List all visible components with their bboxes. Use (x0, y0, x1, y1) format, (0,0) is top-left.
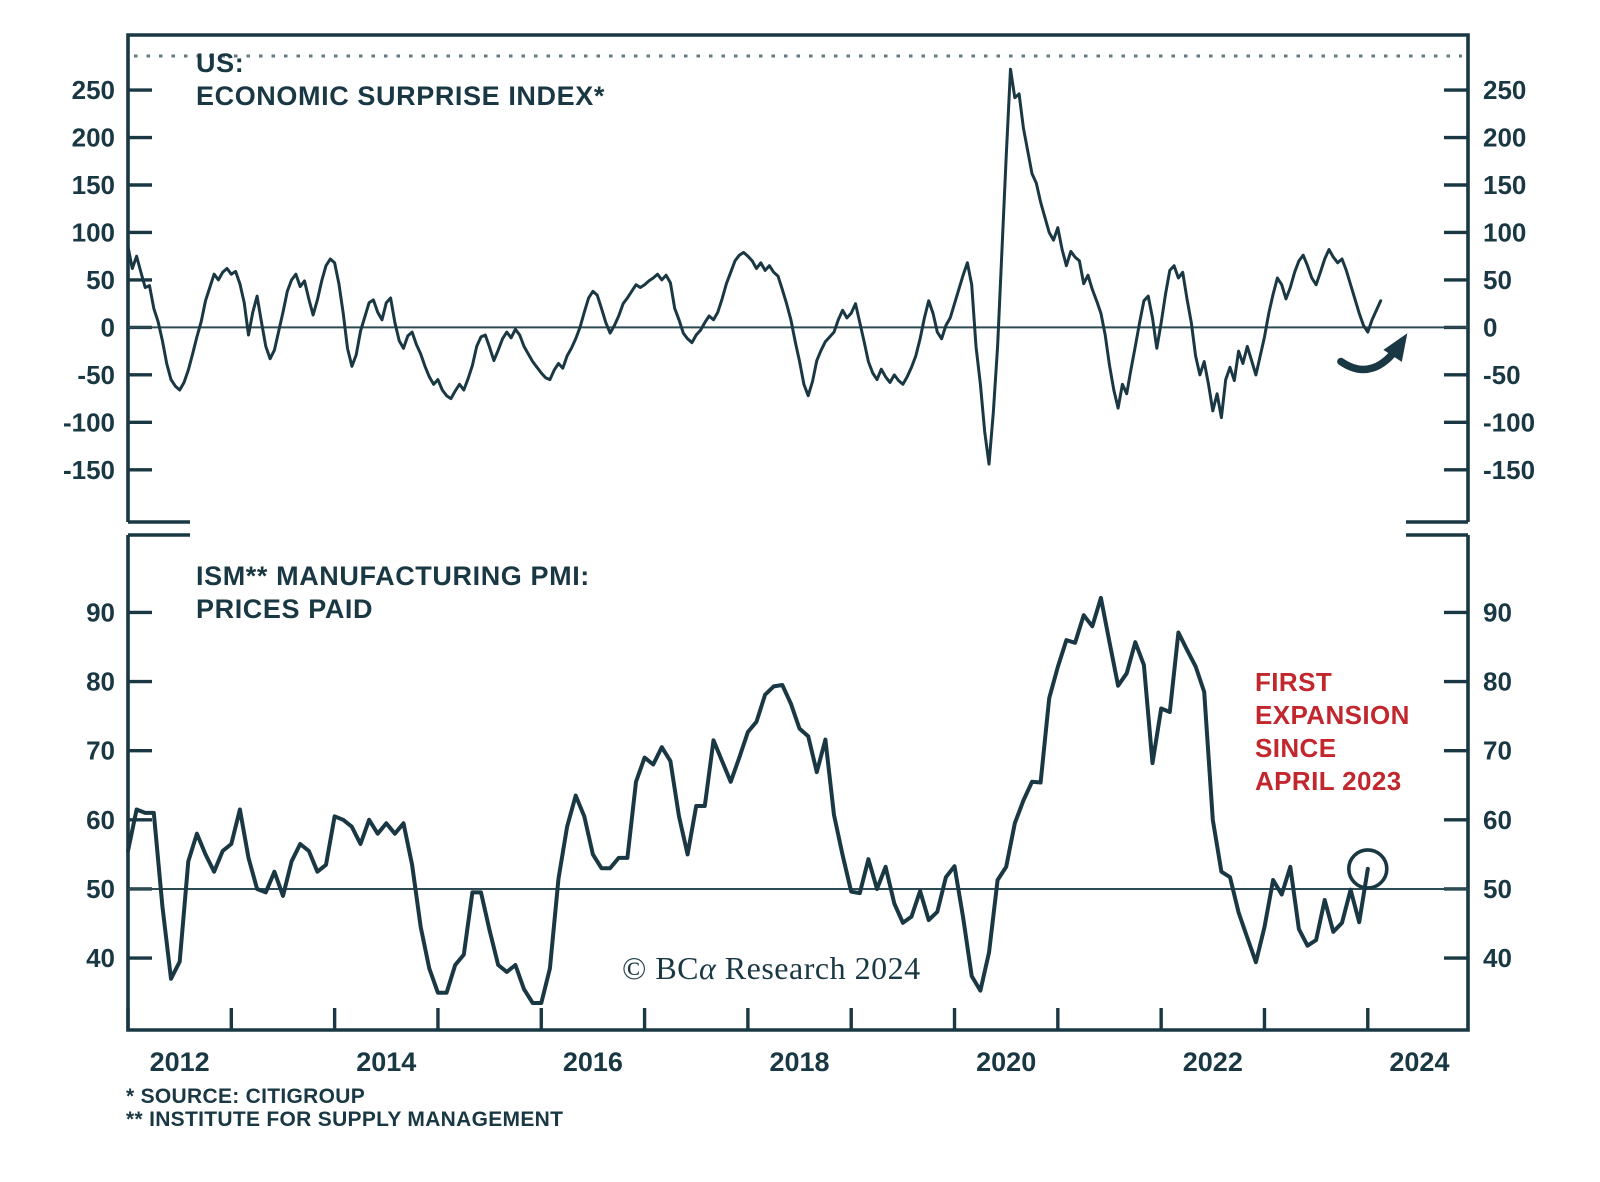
y-tick-label-left: -50 (77, 360, 115, 390)
bottom-panel-y-axis: 90 90 80 80 70 70 60 60 50 50 40 40 (86, 597, 1512, 973)
y-tick-label-left: 80 (86, 667, 115, 697)
y-tick-label-right: 70 (1483, 736, 1512, 766)
y-tick-label-right: 60 (1483, 805, 1512, 835)
x-axis: 2012 2014 2016 2018 2020 2022 2024 (126, 1008, 1449, 1077)
x-axis-year-label: 2016 (563, 1047, 623, 1077)
y-tick-label-right: 50 (1483, 874, 1512, 904)
x-axis-year-label: 2014 (356, 1047, 416, 1077)
watermark-suffix: Research 2024 (716, 950, 921, 986)
x-axis-year-label: 2012 (150, 1047, 210, 1077)
y-tick-label-left: 60 (86, 805, 115, 835)
x-axis-year-label: 2022 (1183, 1047, 1243, 1077)
top-panel-title-line2: ECONOMIC SURPRISE INDEX* (196, 81, 605, 111)
annotation-line-4: APRIL 2023 (1255, 766, 1402, 796)
y-tick-label-left: 70 (86, 736, 115, 766)
annotation-line-2: EXPANSION (1255, 700, 1410, 730)
y-tick-label-right: 40 (1483, 943, 1512, 973)
top-panel-y-axis: 250 250 200 200 150 150 100 100 50 50 0 0 -50 -50 -100… (63, 75, 1535, 485)
footnote-ism: ** INSTITUTE FOR SUPPLY MANAGEMENT (126, 1108, 564, 1131)
y-tick-label-right: 80 (1483, 667, 1512, 697)
y-tick-label-left: -150 (63, 455, 115, 485)
y-tick-label-right: 100 (1483, 217, 1526, 247)
bca-research-watermark: © BCα Research 2024 (622, 950, 921, 987)
bottom-panel-frame (126, 533, 1470, 1032)
y-tick-label-left: 0 (101, 312, 115, 342)
trend-arrow-head (1383, 333, 1408, 362)
top-panel-title-line1: US: (196, 48, 245, 78)
last-point-highlight-circle (1346, 848, 1389, 890)
x-axis-year-label: 2020 (976, 1047, 1036, 1077)
x-axis-year-label: 2018 (770, 1047, 830, 1077)
y-tick-label-right: 90 (1483, 597, 1512, 627)
prices-paid-line (126, 595, 1370, 1005)
y-tick-label-left: 50 (86, 265, 115, 295)
footnote-source-citigroup: * SOURCE: CITIGROUP (126, 1085, 366, 1108)
watermark-alpha-glyph: α (699, 950, 717, 986)
y-tick-label-right: 0 (1483, 312, 1497, 342)
y-tick-label-right: -50 (1483, 360, 1521, 390)
annotation-first-expansion: FIRST EXPANSION SINCE APRIL 2023 (1255, 666, 1410, 798)
y-tick-label-left: 50 (86, 874, 115, 904)
y-tick-label-left: 40 (86, 943, 115, 973)
annotation-line-1: FIRST (1255, 667, 1333, 697)
y-tick-label-left: 90 (86, 597, 115, 627)
y-tick-label-right: 50 (1483, 265, 1512, 295)
annotation-line-3: SINCE (1255, 733, 1337, 763)
y-tick-label-right: -100 (1483, 407, 1535, 437)
y-tick-label-left: 150 (72, 170, 115, 200)
y-tick-label-right: 200 (1483, 123, 1526, 153)
surprise-index-line (126, 67, 1383, 466)
bottom-panel-title-line2: PRICES PAID (196, 594, 374, 624)
bottom-panel-title-line1: ISM** MANUFACTURING PMI: (196, 561, 590, 591)
y-tick-label-right: -150 (1483, 455, 1535, 485)
y-tick-label-right: 250 (1483, 75, 1526, 105)
bottom-panel-frame-spines (126, 533, 1470, 1032)
y-tick-label-right: 150 (1483, 170, 1526, 200)
watermark-prefix: © BC (622, 950, 699, 986)
x-axis-year-label: 2024 (1389, 1047, 1449, 1077)
y-tick-label-left: -100 (63, 407, 115, 437)
trend-arrow (1337, 333, 1408, 374)
y-tick-label-left: 250 (72, 75, 115, 105)
y-tick-label-left: 100 (72, 217, 115, 247)
y-tick-label-left: 200 (72, 123, 115, 153)
